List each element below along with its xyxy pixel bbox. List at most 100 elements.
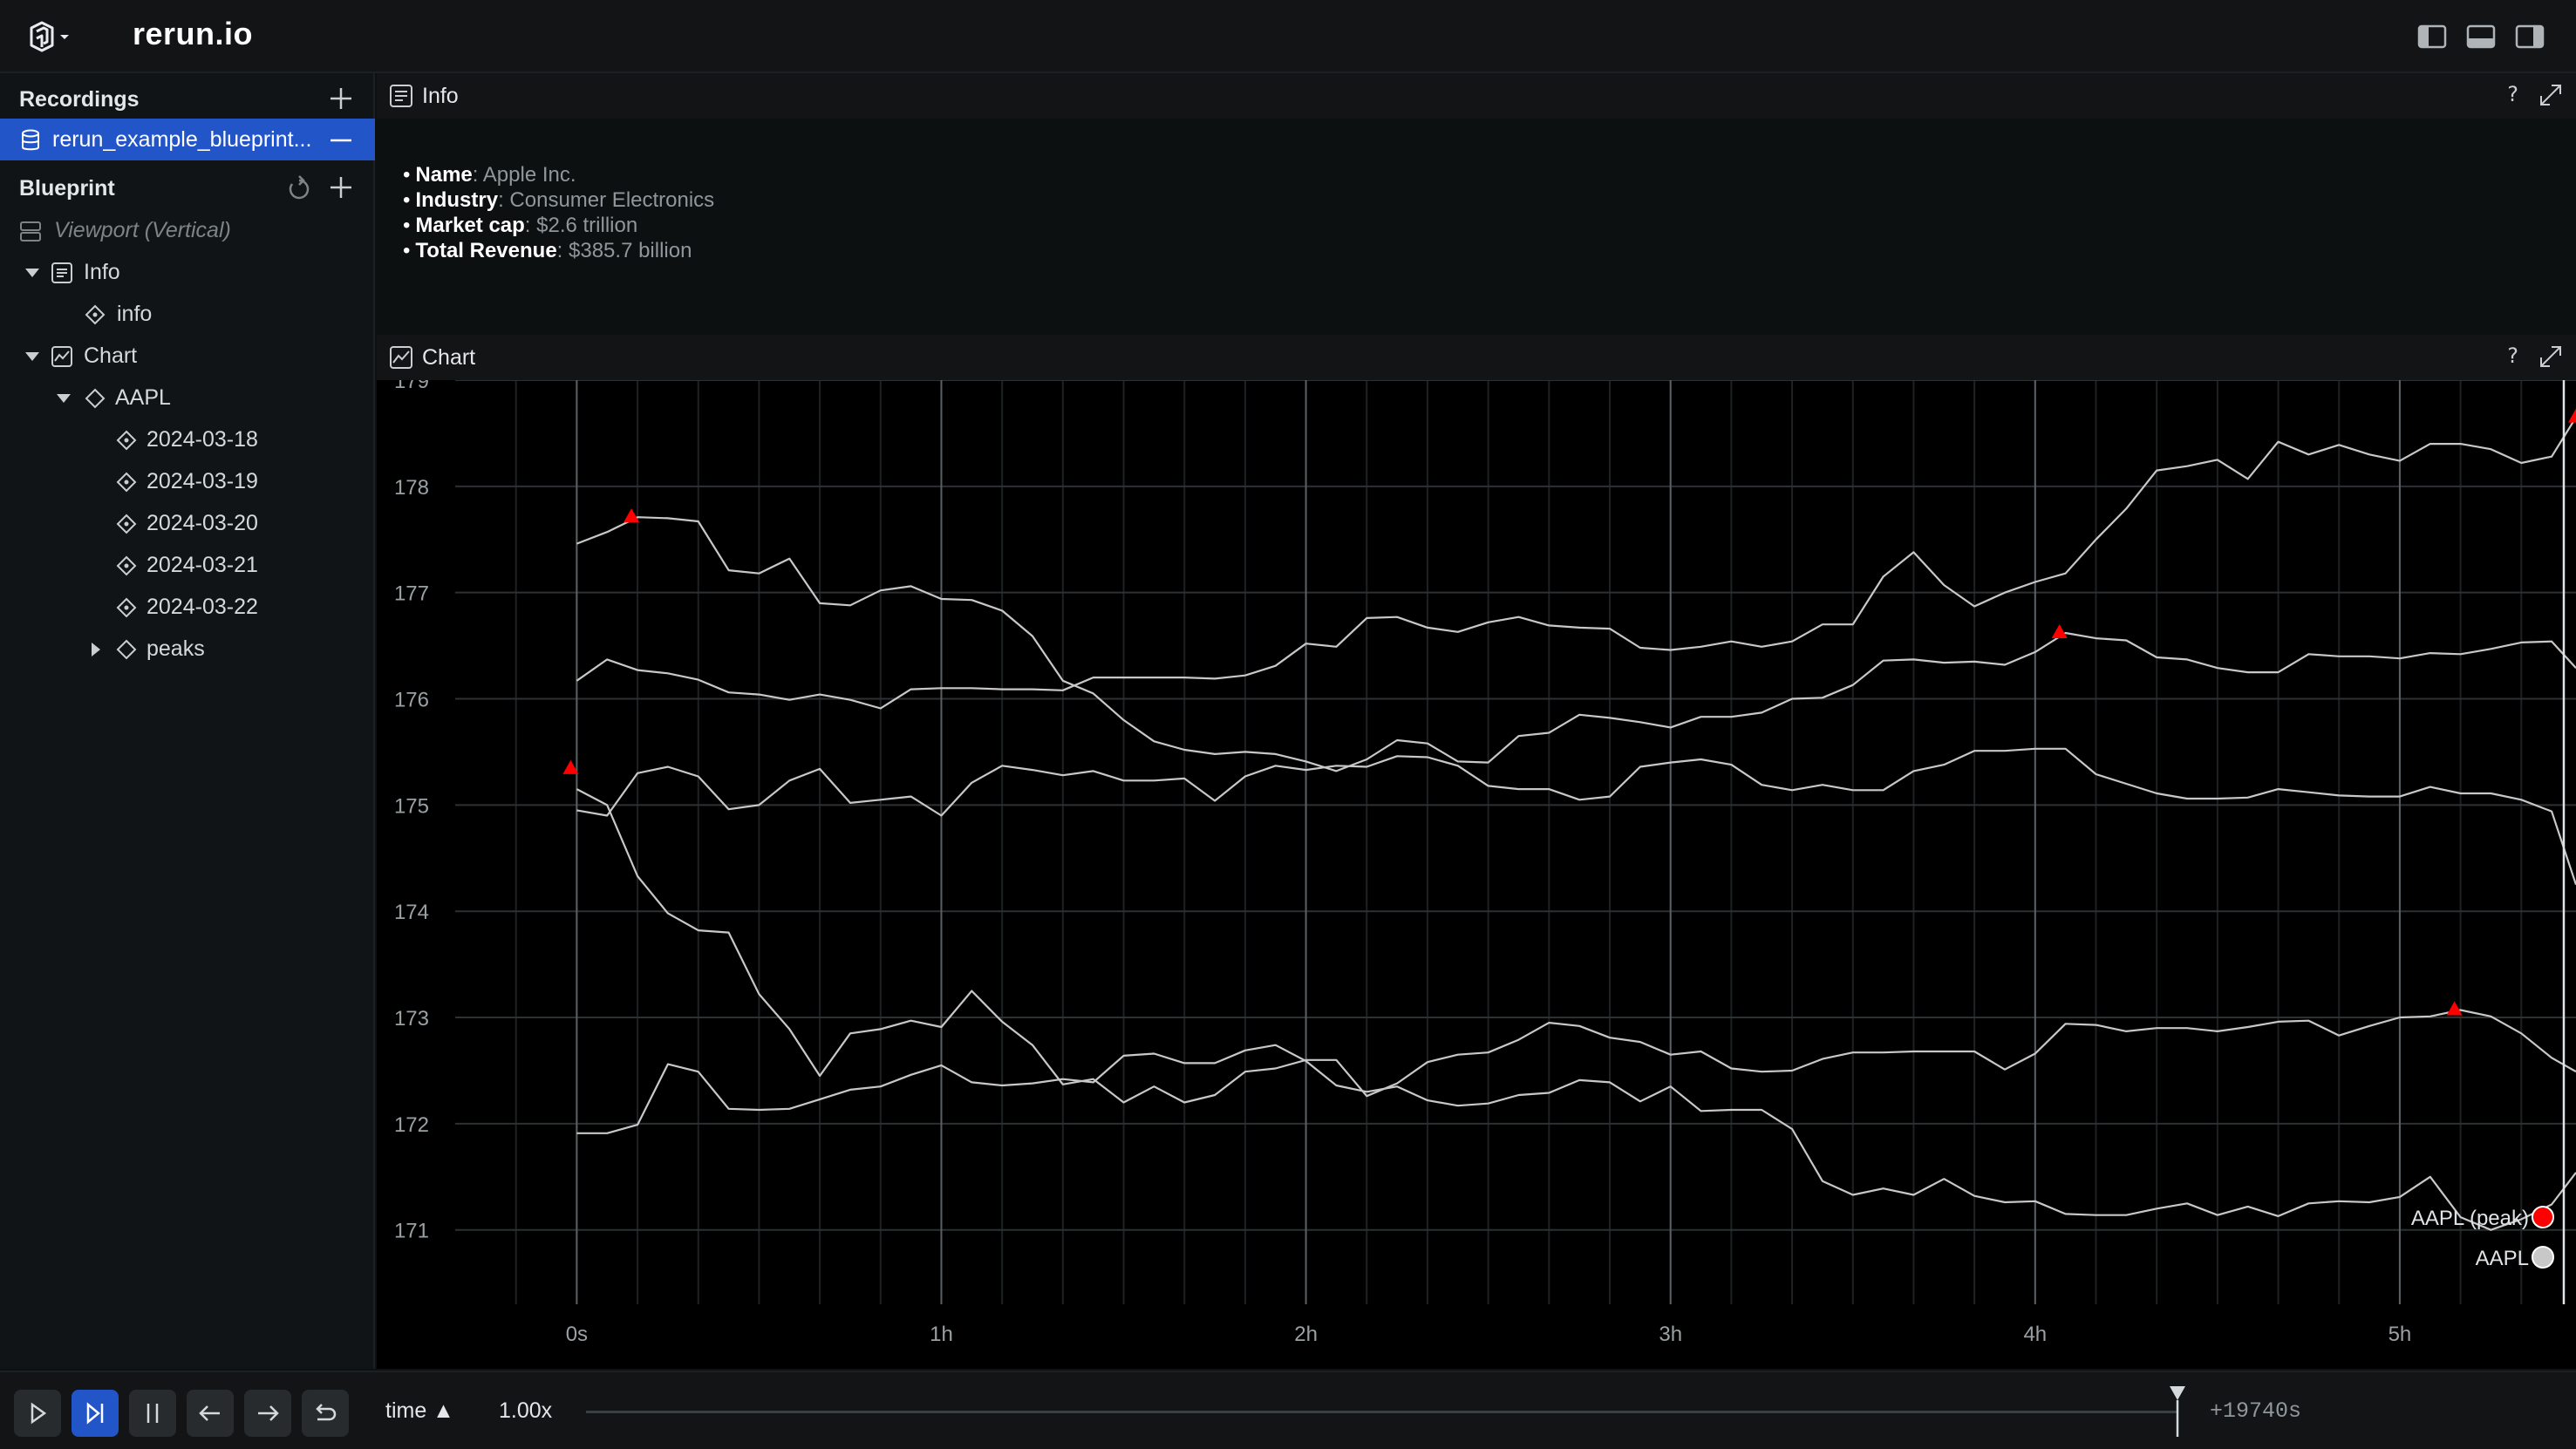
tree-item-info-entity[interactable]: info (0, 293, 375, 335)
viewport-vertical-icon (20, 221, 41, 242)
series-line-2024-03-20 (576, 747, 2576, 886)
chart-view-tab[interactable]: Chart ? (377, 335, 2576, 380)
tree-item-date[interactable]: 2024-03-22 (0, 586, 375, 628)
tree-label-chart-view: Chart (84, 344, 138, 368)
entity-diamond-icon (116, 597, 137, 618)
tree-item-date[interactable]: 2024-03-19 (0, 460, 375, 502)
pause-button[interactable] (129, 1390, 176, 1437)
time-slider-track[interactable] (586, 1411, 2178, 1413)
expanded-arrow-icon[interactable] (21, 262, 44, 284)
follow-button[interactable] (72, 1390, 119, 1437)
expanded-arrow-icon[interactable] (21, 345, 44, 368)
toggle-right-panel-icon[interactable] (2515, 24, 2545, 49)
rerun-logo-menu-button[interactable] (24, 16, 91, 58)
tree-label-info-view: Info (84, 260, 120, 284)
y-tick-label: 175 (394, 794, 429, 818)
timeline-selector[interactable]: time ▲ (385, 1398, 454, 1423)
tree-item-aapl[interactable]: AAPL (0, 377, 375, 418)
tree-label-viewport: Viewport (Vertical) (54, 218, 231, 242)
maximize-icon[interactable] (2538, 344, 2564, 370)
series-line-2024-03-21 (576, 788, 2576, 1104)
timeseries-view-icon (390, 346, 412, 369)
tree-label-date: 2024-03-20 (147, 511, 258, 535)
y-tick-label: 176 (394, 689, 429, 712)
app-title: rerun.io (133, 16, 254, 51)
peak-marker (624, 508, 640, 523)
tree-item-date[interactable]: 2024-03-18 (0, 418, 375, 460)
step-back-button[interactable] (187, 1390, 234, 1437)
y-tick-label: 171 (394, 1220, 429, 1243)
recordings-header: Recordings (0, 77, 375, 120)
chart-plot-area[interactable]: 171 172 173 174 175 176 177 178 179 0s 1h 2h 3h 4h 5h A… (377, 380, 2576, 1369)
arrow-left-icon (199, 1405, 220, 1421)
blueprint-header: Blueprint (0, 166, 375, 209)
expanded-arrow-icon[interactable] (52, 387, 75, 410)
legend-swatch (2532, 1246, 2554, 1269)
toggle-left-panel-icon[interactable] (2417, 24, 2447, 49)
database-icon (22, 129, 39, 151)
toggle-bottom-panel-icon[interactable] (2466, 24, 2496, 49)
maximize-icon[interactable] (2538, 82, 2564, 108)
step-forward-button[interactable] (244, 1390, 291, 1437)
help-icon[interactable]: ? (2507, 82, 2518, 106)
entity-group-icon (116, 639, 137, 660)
tree-item-viewport[interactable]: Viewport (Vertical) (0, 209, 375, 251)
tree-item-date[interactable]: 2024-03-21 (0, 544, 375, 586)
play-button[interactable] (14, 1390, 61, 1437)
left-panel: Recordings rerun_example_blueprint... Bl… (0, 73, 375, 1369)
chart-view-title: Chart (422, 345, 476, 370)
legend-label: AAPL (2476, 1247, 2529, 1270)
rerun-logo-icon (30, 21, 54, 52)
tree-label-date: 2024-03-21 (147, 553, 258, 577)
blueprint-title: Blueprint (19, 176, 115, 201)
text-view-icon (390, 85, 412, 107)
top-bar: rerun.io (0, 0, 2576, 73)
add-recording-icon[interactable] (326, 84, 356, 113)
info-item-name: • Name: Apple Inc. (403, 163, 576, 187)
tree-item-chart-view[interactable]: Chart (0, 335, 375, 377)
y-tick-label: 178 (394, 476, 429, 500)
playback-speed[interactable]: 1.00x (499, 1398, 553, 1423)
collapsed-arrow-icon[interactable] (84, 638, 106, 661)
close-recording-icon[interactable] (326, 126, 356, 155)
recording-item[interactable]: rerun_example_blueprint... (0, 119, 375, 160)
chevron-down-icon (60, 35, 69, 39)
loop-icon (316, 1404, 337, 1421)
series-line-2024-03-18 (576, 516, 2576, 772)
x-tick-label: 0s (566, 1323, 588, 1346)
recording-label: rerun_example_blueprint... (52, 127, 312, 152)
time-cursor-handle[interactable] (2164, 1384, 2191, 1439)
series-line-2024-03-22 (576, 1044, 2576, 1231)
x-tick-label: 5h (2389, 1323, 2412, 1346)
follow-icon (86, 1402, 104, 1425)
info-view-tab[interactable]: Info ? (377, 73, 2576, 119)
legend-swatch (2532, 1206, 2554, 1228)
info-item-market-cap: • Market cap: $2.6 trillion (403, 214, 638, 237)
legend-label: AAPL (peak) (2411, 1207, 2529, 1230)
loop-button[interactable] (302, 1390, 349, 1437)
x-tick-label: 1h (930, 1323, 953, 1346)
reset-blueprint-icon[interactable] (284, 174, 314, 204)
tree-label-date: 2024-03-18 (147, 427, 258, 452)
tree-label-info-entity: info (117, 302, 153, 326)
entity-diamond-icon (85, 304, 106, 325)
x-tick-label: 4h (2023, 1323, 2047, 1346)
peak-marker (562, 759, 579, 774)
info-view-content: • Name: Apple Inc. • Industry: Consumer El… (377, 119, 2576, 333)
tree-item-info-view[interactable]: Info (0, 251, 375, 293)
timeseries-view-icon (51, 346, 72, 367)
tree-item-peaks[interactable]: peaks (0, 628, 375, 670)
x-tick-label: 3h (1659, 1323, 1682, 1346)
info-list: • Name: Apple Inc. • Industry: Consumer El… (403, 162, 714, 263)
time-series-chart[interactable]: 171 172 173 174 175 176 177 178 179 0s 1h 2h 3h 4h 5h A… (377, 380, 2576, 1369)
series-line-2024-03-19 (576, 417, 2576, 710)
info-item-industry: • Industry: Consumer Electronics (403, 188, 715, 212)
x-tick-label: 2h (1294, 1323, 1318, 1346)
add-view-icon[interactable] (326, 173, 356, 202)
tree-item-date[interactable]: 2024-03-20 (0, 502, 375, 544)
text-view-icon (51, 262, 72, 283)
peak-marker (2051, 623, 2068, 638)
help-icon[interactable]: ? (2507, 344, 2518, 368)
peak-marker (2446, 1001, 2463, 1016)
entity-diamond-icon (116, 514, 137, 534)
